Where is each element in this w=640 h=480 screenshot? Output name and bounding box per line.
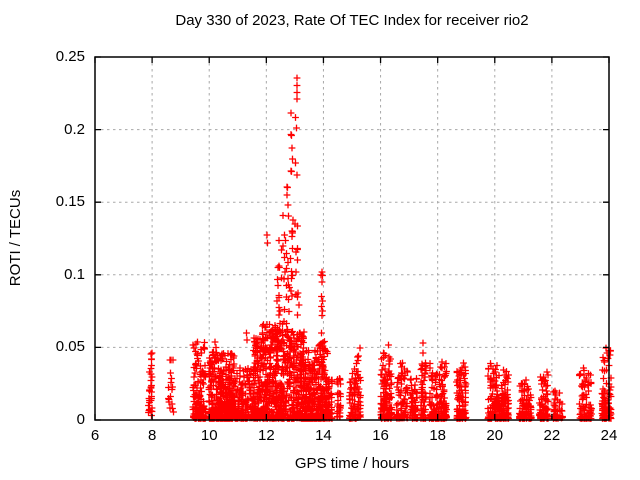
x-tick-label-6: 6 [90, 427, 100, 444]
x-tick-label-16: 16 [372, 427, 389, 444]
plot-border [94, 56, 610, 421]
y-tick-label-0.1: 0.1 [64, 265, 85, 283]
y-tick-label-0.2: 0.2 [64, 120, 85, 138]
x-tick-label-20: 20 [486, 427, 504, 444]
x-tick-label-22: 22 [543, 427, 561, 444]
y-tick-label-0: 0 [76, 411, 85, 428]
x-tick-label-10: 10 [200, 427, 218, 444]
grid-lines [95, 57, 609, 420]
y-tick-label-0.25: 0.25 [55, 48, 85, 65]
y-tick-label-0.05: 0.05 [55, 338, 85, 356]
x-tick-label-12: 12 [257, 427, 275, 444]
chart-title: Day 330 of 2023, Rate Of TEC Index for r… [175, 12, 529, 29]
x-axis-label: GPS time / hours [294, 455, 410, 472]
x-tick-label-24: 24 [600, 427, 618, 444]
y-tick-label-0.15: 0.15 [55, 193, 85, 211]
x-tick-label-8: 8 [147, 427, 157, 444]
x-tick-label-18: 18 [429, 427, 446, 444]
scatter-points [145, 74, 615, 422]
x-tick-label-14: 14 [315, 427, 332, 444]
tick-marks [94, 56, 610, 421]
